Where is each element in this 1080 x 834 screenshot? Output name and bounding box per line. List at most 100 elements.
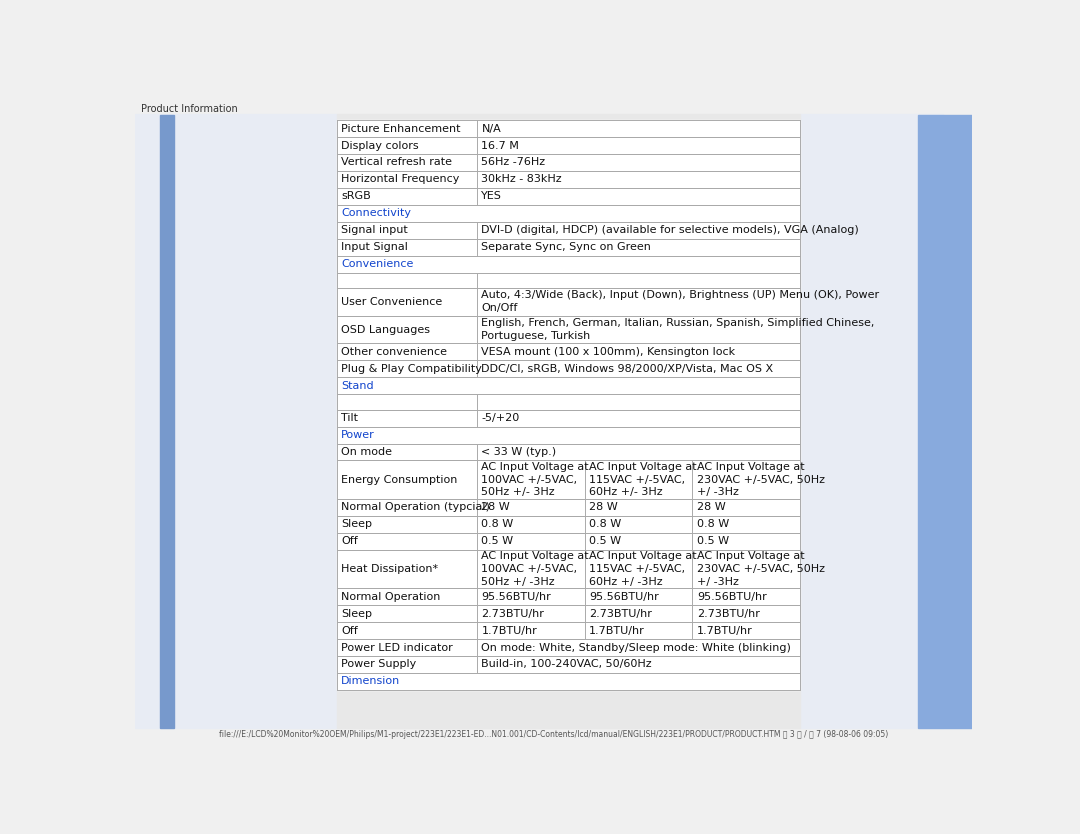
- Text: Input Signal: Input Signal: [341, 242, 408, 252]
- Bar: [337, 622, 800, 639]
- Bar: [337, 288, 800, 316]
- Text: 2.73BTU/hr: 2.73BTU/hr: [590, 609, 652, 619]
- Text: 28 W: 28 W: [482, 502, 510, 512]
- Bar: [337, 394, 800, 409]
- Text: 1.7BTU/hr: 1.7BTU/hr: [590, 626, 645, 636]
- Text: YES: YES: [482, 191, 502, 201]
- Text: Connectivity: Connectivity: [341, 208, 411, 219]
- Text: 1.7BTU/hr: 1.7BTU/hr: [697, 626, 753, 636]
- Bar: [337, 188, 800, 205]
- Text: file:///E:/LCD%20Monitor%20OEM/Philips/M1-project/223E1/223E1-ED...N01.001/CD-Co: file:///E:/LCD%20Monitor%20OEM/Philips/M…: [219, 731, 888, 739]
- Text: Separate Sync, Sync on Green: Separate Sync, Sync on Green: [482, 242, 651, 252]
- Text: On mode: White, Standby/Sleep mode: White (blinking): On mode: White, Standby/Sleep mode: Whit…: [482, 642, 792, 652]
- Bar: [337, 656, 800, 673]
- Text: 56Hz -76Hz: 56Hz -76Hz: [482, 158, 545, 168]
- Bar: [337, 171, 800, 188]
- Text: Auto, 4:3/Wide (Back), Input (Down), Brightness (UP) Menu (OK), Power
On/Off: Auto, 4:3/Wide (Back), Input (Down), Bri…: [482, 290, 879, 314]
- Text: 28 W: 28 W: [590, 502, 618, 512]
- Text: Stand: Stand: [341, 381, 374, 391]
- Text: 95.56BTU/hr: 95.56BTU/hr: [590, 592, 659, 601]
- Bar: [337, 222, 800, 239]
- Text: AC Input Voltage at
230VAC +/-5VAC, 50Hz
+/ -3Hz: AC Input Voltage at 230VAC +/-5VAC, 50Hz…: [697, 551, 825, 587]
- Bar: [337, 460, 800, 499]
- Bar: [337, 426, 800, 444]
- Text: Heat Dissipation*: Heat Dissipation*: [341, 564, 438, 574]
- Text: 0.8 W: 0.8 W: [482, 520, 514, 530]
- Bar: [337, 639, 800, 656]
- Bar: [800, 114, 943, 728]
- Bar: [337, 255, 800, 273]
- Bar: [160, 115, 174, 728]
- Text: Display colors: Display colors: [341, 140, 419, 150]
- Bar: [337, 316, 800, 344]
- Text: AC Input Voltage at
100VAC +/-5VAC,
50Hz +/ -3Hz: AC Input Voltage at 100VAC +/-5VAC, 50Hz…: [482, 551, 589, 587]
- Text: Plug & Play Compatibility: Plug & Play Compatibility: [341, 364, 482, 374]
- Text: VESA mount (100 x 100mm), Kensington lock: VESA mount (100 x 100mm), Kensington loc…: [482, 347, 735, 357]
- Text: < 33 W (typ.): < 33 W (typ.): [482, 447, 556, 457]
- Text: -5/+20: -5/+20: [482, 413, 519, 423]
- Text: On mode: On mode: [341, 447, 392, 457]
- Text: Build-in, 100-240VAC, 50/60Hz: Build-in, 100-240VAC, 50/60Hz: [482, 660, 652, 670]
- Text: Normal Operation (typcial): Normal Operation (typcial): [341, 502, 490, 512]
- Bar: [337, 444, 800, 460]
- Text: User Convenience: User Convenience: [341, 297, 443, 307]
- Bar: [337, 114, 800, 728]
- Text: N/A: N/A: [482, 123, 501, 133]
- Bar: [918, 115, 972, 728]
- Text: Product Information: Product Information: [141, 104, 238, 114]
- Text: 95.56BTU/hr: 95.56BTU/hr: [697, 592, 767, 601]
- Text: English, French, German, Italian, Russian, Spanish, Simplified Chinese,
Portugue: English, French, German, Italian, Russia…: [482, 318, 875, 341]
- Bar: [337, 137, 800, 154]
- Text: Dimension: Dimension: [341, 676, 401, 686]
- Text: AC Input Voltage at
230VAC +/-5VAC, 50Hz
+/ -3Hz: AC Input Voltage at 230VAC +/-5VAC, 50Hz…: [697, 462, 825, 498]
- Text: AC Input Voltage at
115VAC +/-5VAC,
60Hz +/- 3Hz: AC Input Voltage at 115VAC +/-5VAC, 60Hz…: [590, 462, 697, 498]
- Text: Power LED indicator: Power LED indicator: [341, 642, 453, 652]
- Text: Off: Off: [341, 536, 357, 546]
- Bar: [337, 516, 800, 533]
- Text: Signal input: Signal input: [341, 225, 408, 235]
- Text: Other convenience: Other convenience: [341, 347, 447, 357]
- Bar: [337, 409, 800, 426]
- Text: 0.5 W: 0.5 W: [697, 536, 729, 546]
- Text: Horizontal Frequency: Horizontal Frequency: [341, 174, 459, 184]
- Bar: [337, 344, 800, 360]
- Text: 30kHz - 83kHz: 30kHz - 83kHz: [482, 174, 562, 184]
- Text: AC Input Voltage at
115VAC +/-5VAC,
60Hz +/ -3Hz: AC Input Voltage at 115VAC +/-5VAC, 60Hz…: [590, 551, 697, 587]
- Text: 16.7 M: 16.7 M: [482, 140, 519, 150]
- Bar: [337, 120, 800, 137]
- Bar: [337, 360, 800, 377]
- Text: DDC/CI, sRGB, Windows 98/2000/XP/Vista, Mac OS X: DDC/CI, sRGB, Windows 98/2000/XP/Vista, …: [482, 364, 773, 374]
- Text: DVI-D (digital, HDCP) (available for selective models), VGA (Analog): DVI-D (digital, HDCP) (available for sel…: [482, 225, 860, 235]
- Text: Sleep: Sleep: [341, 609, 373, 619]
- Bar: [337, 239, 800, 255]
- Bar: [337, 533, 800, 550]
- Text: Power: Power: [341, 430, 375, 440]
- Text: Tilt: Tilt: [341, 413, 359, 423]
- Text: Off: Off: [341, 626, 357, 636]
- Text: 2.73BTU/hr: 2.73BTU/hr: [697, 609, 759, 619]
- Bar: [337, 673, 800, 690]
- Text: Vertical refresh rate: Vertical refresh rate: [341, 158, 453, 168]
- Text: Convenience: Convenience: [341, 259, 414, 269]
- Bar: [337, 499, 800, 516]
- Text: sRGB: sRGB: [341, 191, 370, 201]
- Text: 0.5 W: 0.5 W: [482, 536, 514, 546]
- Bar: [337, 550, 800, 588]
- Text: 0.5 W: 0.5 W: [590, 536, 621, 546]
- Bar: [135, 114, 337, 728]
- Text: Picture Enhancement: Picture Enhancement: [341, 123, 461, 133]
- Bar: [337, 588, 800, 605]
- Text: Sleep: Sleep: [341, 520, 373, 530]
- Text: 95.56BTU/hr: 95.56BTU/hr: [482, 592, 551, 601]
- Text: 1.7BTU/hr: 1.7BTU/hr: [482, 626, 537, 636]
- Text: OSD Languages: OSD Languages: [341, 324, 430, 334]
- Text: 0.8 W: 0.8 W: [697, 520, 729, 530]
- Text: Power Supply: Power Supply: [341, 660, 417, 670]
- Text: Energy Consumption: Energy Consumption: [341, 475, 458, 485]
- Text: Normal Operation: Normal Operation: [341, 592, 441, 601]
- Bar: [337, 205, 800, 222]
- Text: 0.8 W: 0.8 W: [590, 520, 621, 530]
- Bar: [337, 273, 800, 288]
- Bar: [337, 377, 800, 394]
- Text: AC Input Voltage at
100VAC +/-5VAC,
50Hz +/- 3Hz: AC Input Voltage at 100VAC +/-5VAC, 50Hz…: [482, 462, 589, 498]
